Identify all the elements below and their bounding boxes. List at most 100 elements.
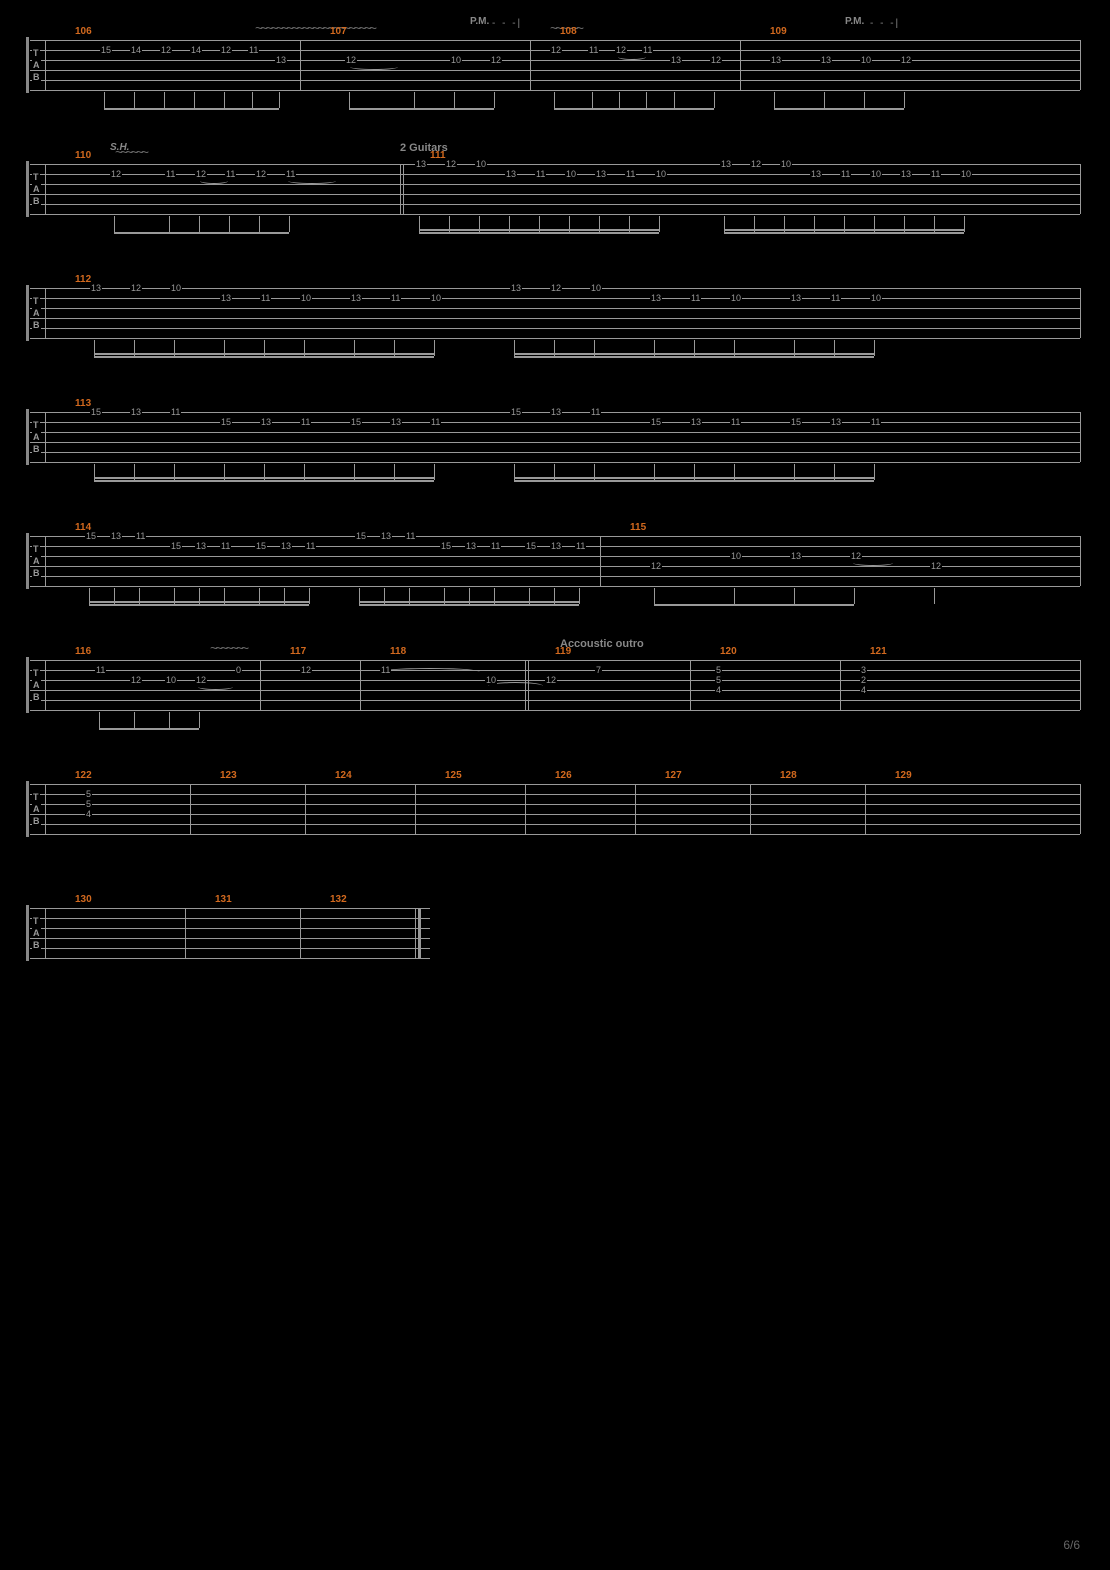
tab-letter: T [32, 420, 40, 430]
tab-system: TAB130131132 [30, 908, 430, 1004]
fret-number: 13 [415, 160, 427, 169]
fret-number: 11 [690, 294, 701, 303]
tab-letter: A [32, 804, 41, 814]
staff-line [30, 40, 1080, 41]
tab-letter: B [32, 940, 41, 950]
tab-system: 2 Guitars~~~~~~S.H.TAB110111121112111211… [30, 164, 1080, 260]
tab-letter: B [32, 568, 41, 578]
stem [659, 216, 660, 232]
fret-number: 12 [900, 56, 912, 65]
stem [414, 92, 415, 108]
beam [654, 604, 854, 606]
staff-line [30, 700, 1080, 701]
fret-number: 5 [715, 676, 722, 685]
tab-system: TAB1131513111513111513111513111513111513… [30, 412, 1080, 508]
tab-letter: A [32, 60, 41, 70]
fret-number: 4 [860, 686, 867, 695]
fret-number: 3 [860, 666, 867, 675]
fret-number: 15 [85, 532, 97, 541]
staff-line [30, 958, 430, 959]
tab-staff: TAB1131513111513111513111513111513111513… [30, 412, 1080, 462]
beam [94, 356, 434, 358]
fret-number: 13 [280, 542, 292, 551]
staff-line [30, 308, 1080, 309]
slur [380, 668, 480, 676]
measure-number: 122 [75, 770, 92, 781]
fret-number: 11 [642, 46, 653, 55]
fret-number: 10 [485, 676, 497, 685]
measure-number: 125 [445, 770, 462, 781]
beam-region [30, 836, 1080, 860]
barline [45, 288, 46, 338]
staff-line [30, 60, 1080, 61]
fret-number: 12 [750, 160, 762, 169]
beam [724, 229, 964, 231]
fret-number: 11 [590, 408, 601, 417]
fret-number: 11 [830, 294, 841, 303]
tab-letter: B [32, 196, 41, 206]
measure-number: 119 [555, 646, 571, 657]
stem [309, 588, 310, 604]
staff-line [30, 834, 1080, 835]
tab-letter: B [32, 692, 41, 702]
fret-number: 7 [595, 666, 602, 675]
measure-number: 107 [330, 26, 347, 37]
tab-letter: B [32, 444, 41, 454]
barline [45, 660, 46, 710]
stem [434, 464, 435, 480]
stem [592, 92, 593, 108]
fret-number: 15 [790, 418, 802, 427]
stem [874, 340, 875, 356]
tab-staff: TAB1061071081091514121412111312101212111… [30, 40, 1080, 90]
staff-line [30, 442, 1080, 443]
fret-number: 13 [260, 418, 272, 427]
tab-letter: A [32, 432, 41, 442]
stem [619, 92, 620, 108]
fret-number: 15 [220, 418, 232, 427]
tab-letter: A [32, 928, 41, 938]
tab-letter: T [32, 172, 40, 182]
tab-letter: B [32, 320, 41, 330]
tab-letter: A [32, 184, 41, 194]
barline [1080, 784, 1081, 834]
fret-number: 13 [550, 542, 562, 551]
fret-number: 13 [110, 532, 122, 541]
measure-number: 131 [215, 894, 232, 905]
fret-number: 0 [235, 666, 242, 675]
staff-line [30, 566, 1080, 567]
barline [45, 412, 46, 462]
barline [600, 536, 601, 586]
measure-number: 118 [390, 646, 406, 657]
staff-line [30, 804, 1080, 805]
fret-number: 12 [850, 552, 862, 561]
fret-number: 13 [510, 284, 522, 293]
stem [104, 92, 105, 108]
staff-line [30, 814, 1080, 815]
fret-number: 10 [870, 294, 882, 303]
staff-line [30, 824, 1080, 825]
staff-line [30, 670, 1080, 671]
stem [579, 588, 580, 604]
fret-number: 10 [780, 160, 792, 169]
stem [904, 92, 905, 108]
fret-number: 11 [870, 418, 881, 427]
barline [865, 784, 866, 834]
barline [305, 784, 306, 834]
fret-number: 5 [715, 666, 722, 675]
palm-mute-dash: - - -| [870, 18, 900, 29]
barline [1080, 660, 1081, 710]
stem [864, 92, 865, 108]
fret-number: 10 [960, 170, 972, 179]
beam [94, 480, 434, 482]
barline [415, 784, 416, 834]
fret-number: 12 [110, 170, 122, 179]
fret-number: 10 [565, 170, 577, 179]
measure-number: 126 [555, 770, 572, 781]
beam [554, 108, 714, 110]
fret-number: 11 [135, 532, 146, 541]
beam [349, 108, 494, 110]
barline [840, 660, 841, 710]
fret-number: 15 [100, 46, 112, 55]
fret-number: 10 [475, 160, 487, 169]
measure-number: 130 [75, 894, 92, 905]
